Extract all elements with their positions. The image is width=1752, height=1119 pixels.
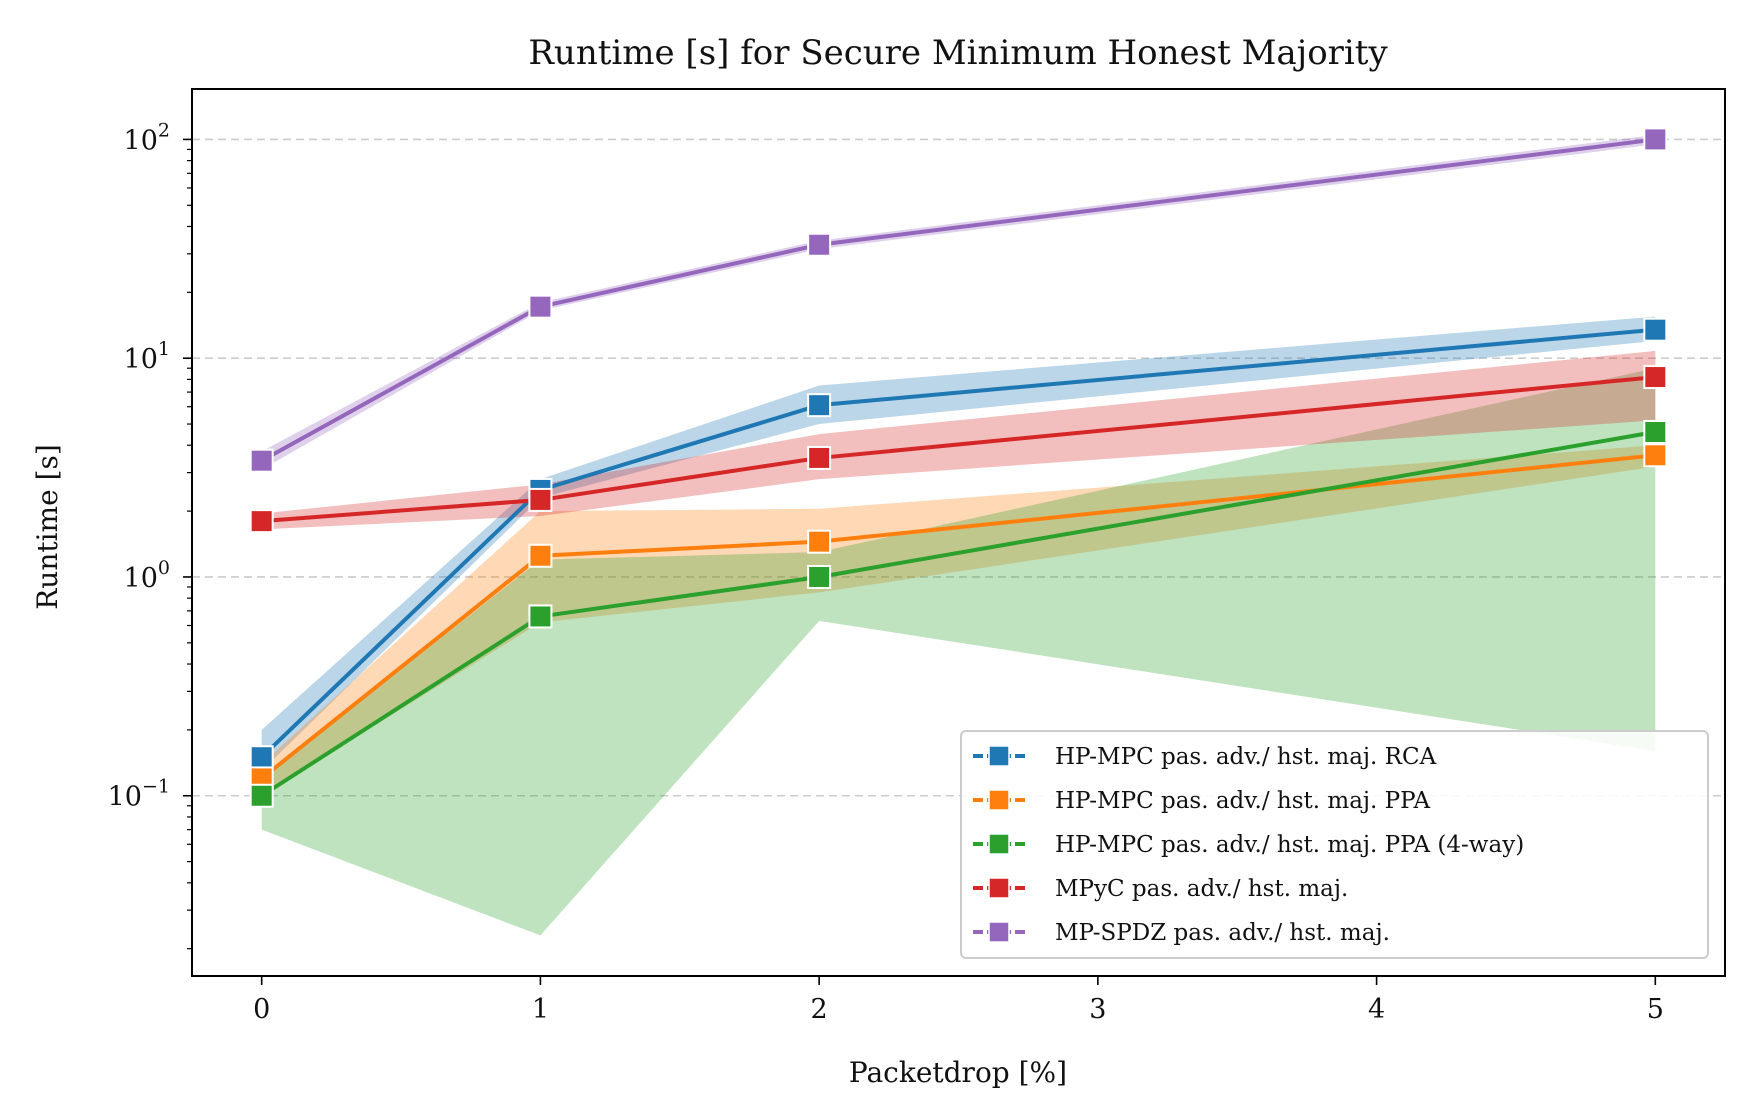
series-markers <box>249 127 1668 808</box>
legend-label: MPyC pas. adv./ hst. maj. <box>1055 876 1348 902</box>
data-point-marker <box>807 445 832 470</box>
data-point-marker <box>807 232 832 257</box>
legend-label: HP-MPC pas. adv./ hst. maj. PPA (4-way) <box>1055 832 1524 858</box>
data-point-marker <box>1643 317 1668 342</box>
data-point-marker <box>528 543 553 568</box>
legend: HP-MPC pas. adv./ hst. maj. RCA HP-MPC pa… <box>960 730 1709 959</box>
series-line <box>260 327 1656 759</box>
data-point-marker <box>528 487 553 512</box>
y-tick-label: 102 <box>124 119 170 156</box>
series-line <box>260 430 1656 798</box>
confidence-bands <box>261 134 1656 936</box>
y-tick-label: 101 <box>124 338 170 375</box>
data-point-marker <box>249 448 274 473</box>
legend-entry: HP-MPC pas. adv./ hst. maj. RCA <box>973 744 1437 770</box>
data-point-marker <box>528 604 553 629</box>
y-tick-exponent: −1 <box>142 776 170 798</box>
legend-entry: MP-SPDZ pas. adv./ hst. maj. <box>973 920 1390 946</box>
legend-entry: MPyC pas. adv./ hst. maj. <box>973 876 1348 902</box>
legend-entry: HP-MPC pas. adv./ hst. maj. PPA <box>973 788 1431 814</box>
series-lines <box>260 137 1656 798</box>
y-tick-exponent: 2 <box>158 119 170 141</box>
x-tick-label: 0 <box>253 994 270 1025</box>
data-point-marker <box>1643 127 1668 152</box>
confidence-band <box>261 316 1656 771</box>
data-point-marker <box>1643 419 1668 444</box>
legend-label: MP-SPDZ pas. adv./ hst. maj. <box>1055 920 1390 946</box>
data-point-marker <box>249 783 274 808</box>
y-tick-base: 10 <box>108 782 142 813</box>
data-point-marker <box>1643 443 1668 468</box>
confidence-band <box>261 368 1656 936</box>
data-point-marker <box>249 509 274 534</box>
data-point-marker <box>249 745 274 770</box>
legend-marker-swatch <box>988 833 1010 855</box>
data-point-marker <box>807 529 832 554</box>
x-tick-label: 3 <box>1089 994 1106 1025</box>
plot-frame <box>191 88 1726 977</box>
legend-box <box>960 730 1709 959</box>
data-point-marker <box>807 393 832 418</box>
legend-marker-swatch <box>988 789 1010 811</box>
series-line <box>261 375 1656 524</box>
y-tick-base: 10 <box>124 563 158 594</box>
data-point-marker <box>528 294 553 319</box>
confidence-band <box>261 445 1656 796</box>
x-tick-label: 1 <box>532 994 549 1025</box>
legend-marker-swatch <box>988 745 1010 767</box>
y-tick-exponent: 1 <box>158 338 170 360</box>
legend-label: HP-MPC pas. adv./ hst. maj. RCA <box>1055 744 1437 770</box>
legend-marker-swatch <box>988 921 1010 943</box>
confidence-band <box>261 350 1656 530</box>
legend-marker-swatch <box>988 877 1010 899</box>
x-tick-label: 2 <box>811 994 828 1025</box>
data-point-marker <box>1643 365 1668 390</box>
data-point-marker <box>807 564 832 589</box>
x-tick-label: 5 <box>1647 994 1664 1025</box>
legend-label: HP-MPC pas. adv./ hst. maj. PPA <box>1055 788 1431 814</box>
legend-entry: HP-MPC pas. adv./ hst. maj. PPA (4-way) <box>973 832 1524 858</box>
y-tick-base: 10 <box>124 344 158 375</box>
y-tick-base: 10 <box>124 125 158 156</box>
series-line <box>260 453 1656 780</box>
chart-title: Runtime [s] for Secure Minimum Honest Ma… <box>528 33 1388 73</box>
y-tick-label: 10−1 <box>108 776 170 813</box>
y-tick-exponent: 0 <box>158 557 170 579</box>
x-tick-label: 4 <box>1368 994 1385 1025</box>
x-axis-label: Packetdrop [%] <box>849 1056 1067 1089</box>
y-tick-label: 100 <box>124 557 170 594</box>
y-axis-label: Runtime [s] <box>31 444 64 610</box>
series-line <box>260 137 1656 463</box>
